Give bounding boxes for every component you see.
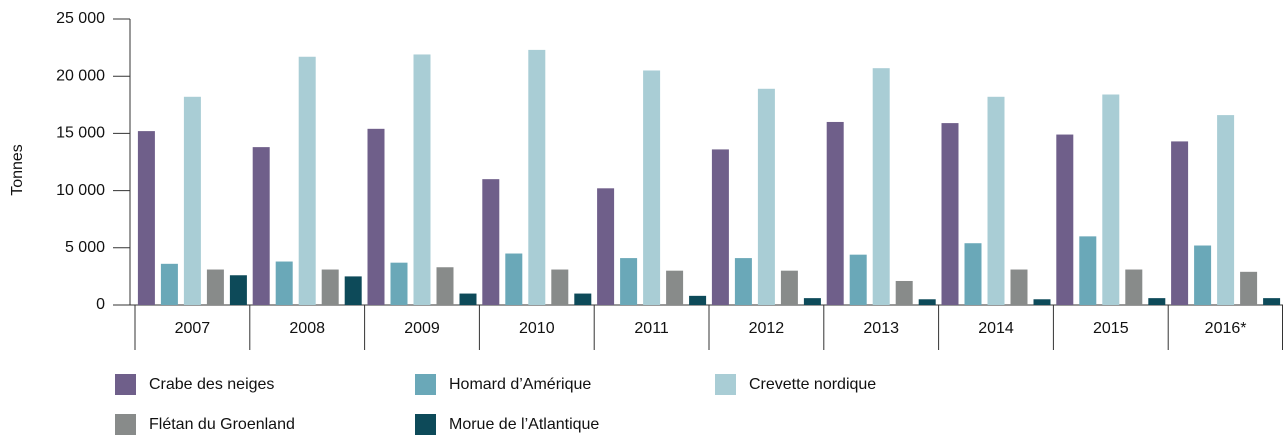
bar xyxy=(1125,269,1143,305)
x-tick-label: 2012 xyxy=(749,320,785,337)
bar xyxy=(390,262,408,305)
bar xyxy=(206,269,224,305)
bar xyxy=(298,56,316,305)
bar xyxy=(918,299,936,305)
legend-swatch xyxy=(415,374,436,395)
x-tick-label: 2011 xyxy=(634,320,669,337)
bar xyxy=(436,267,454,305)
bar xyxy=(1102,94,1120,305)
y-tick-label: 20 000 xyxy=(56,67,105,84)
bar xyxy=(941,123,959,305)
bar xyxy=(1240,271,1258,305)
bar xyxy=(872,68,890,305)
bar xyxy=(229,275,247,305)
y-axis-label: Tonnes xyxy=(9,144,26,196)
bar xyxy=(1171,141,1189,305)
bar xyxy=(1033,299,1051,305)
bar xyxy=(711,149,729,305)
legend-swatch xyxy=(415,414,436,435)
x-tick-label: 2016* xyxy=(1205,320,1247,337)
legend-swatch xyxy=(115,414,136,435)
x-tick-label: 2013 xyxy=(863,320,899,337)
bar xyxy=(252,147,270,305)
x-tick-label: 2010 xyxy=(519,320,555,337)
bar xyxy=(413,54,431,305)
y-tick-label: 25 000 xyxy=(56,10,105,27)
y-tick-label: 5 000 xyxy=(65,239,105,256)
bar xyxy=(482,179,500,305)
bar xyxy=(666,270,684,305)
bar xyxy=(1056,134,1074,305)
bar xyxy=(895,280,913,305)
y-tick-label: 15 000 xyxy=(56,125,105,142)
legend-label: Crabe des neiges xyxy=(149,376,274,393)
bar xyxy=(620,258,638,305)
bar xyxy=(1010,269,1028,305)
bar xyxy=(1217,115,1235,305)
bar xyxy=(734,258,752,305)
bar xyxy=(964,243,982,305)
bar xyxy=(367,128,385,305)
bar xyxy=(987,96,1005,306)
bar xyxy=(505,253,523,305)
bar xyxy=(1263,298,1281,305)
bar xyxy=(321,269,339,305)
bar xyxy=(689,295,707,305)
bar xyxy=(574,293,592,305)
bar xyxy=(1194,245,1212,305)
bar xyxy=(849,254,867,305)
x-tick-label: 2014 xyxy=(978,320,1014,337)
bar xyxy=(459,293,477,305)
bar xyxy=(780,270,798,305)
legend-label: Crevette nordique xyxy=(749,376,876,393)
bar xyxy=(551,269,569,305)
x-tick-label: 2015 xyxy=(1093,320,1129,337)
legend-label: Flétan du Groenland xyxy=(149,416,295,433)
bar xyxy=(160,263,178,305)
bar xyxy=(826,121,844,306)
bar xyxy=(275,261,293,305)
legend-label: Morue de l’Atlantique xyxy=(449,416,599,433)
bar xyxy=(643,70,661,305)
x-tick-label: 2008 xyxy=(289,320,325,337)
bar xyxy=(757,88,775,305)
y-tick-label: 10 000 xyxy=(56,182,105,199)
bar xyxy=(183,96,201,306)
legend-swatch xyxy=(715,374,736,395)
bar xyxy=(137,131,155,305)
bar xyxy=(1079,236,1097,305)
bar xyxy=(344,276,362,305)
bar xyxy=(597,188,615,305)
bar xyxy=(1148,298,1166,305)
legend-swatch xyxy=(115,374,136,395)
bar xyxy=(528,49,546,305)
x-tick-label: 2009 xyxy=(404,320,440,337)
y-tick-label: 0 xyxy=(96,296,105,313)
bar xyxy=(803,298,821,305)
x-tick-label: 2007 xyxy=(175,320,211,337)
legend-label: Homard d’Amérique xyxy=(449,376,591,393)
